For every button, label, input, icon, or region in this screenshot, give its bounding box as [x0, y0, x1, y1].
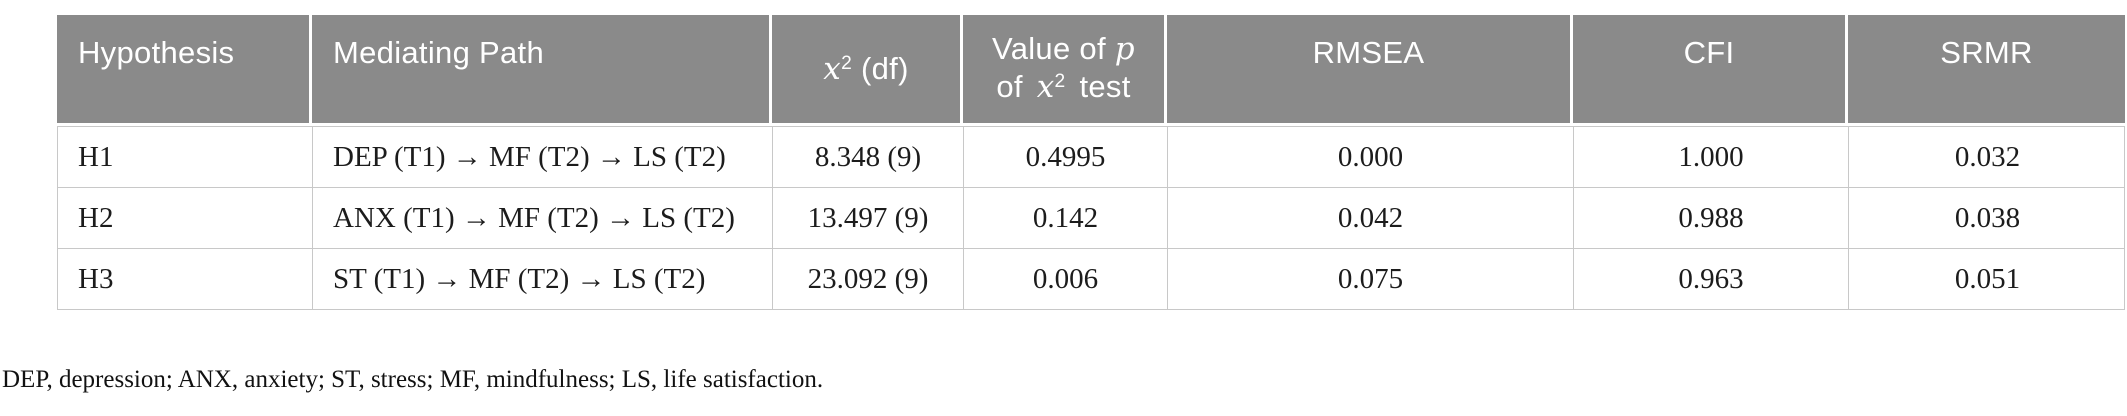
model-fit-table: Hypothesis Mediating Path x2 (df) Value …: [57, 15, 2125, 310]
column-header-hypothesis-label: Hypothesis: [78, 35, 235, 70]
table-row-h2: H2 ANX (T1) → MF (T2) → LS (T2) 13.497 (…: [58, 188, 2124, 249]
cell-hypothesis: H1: [58, 127, 313, 187]
chi-square-df-label: x2 (df): [823, 51, 909, 87]
cell-cfi: 0.988: [1574, 188, 1849, 248]
column-header-rmsea: RMSEA: [1167, 15, 1573, 123]
p-value-label-line2: of x2 test: [996, 69, 1131, 105]
cell-p-value: 0.006: [964, 249, 1168, 309]
cell-srmr: 0.032: [1954, 140, 2021, 173]
column-header-srmr: SRMR: [1848, 15, 2125, 123]
column-header-chi-square-df: x2 (df): [772, 15, 963, 123]
cell-cfi: 1.000: [1574, 127, 1849, 187]
table-body: H1 DEP (T1) → MF (T2) → LS (T2) 8.348 (9…: [57, 126, 2125, 310]
table-header-row: Hypothesis Mediating Path x2 (df) Value …: [57, 15, 2125, 123]
cell-rmsea: 0.042: [1168, 188, 1574, 248]
table-footnote: DEP, depression; ANX, anxiety; ST, stres…: [2, 366, 824, 393]
cell-mediating-path: ANX (T1) → MF (T2) → LS (T2): [313, 188, 773, 248]
cell-chi-square-df: 8.348 (9): [773, 127, 964, 187]
cell-chi-square-df: 13.497 (9): [773, 188, 964, 248]
cell-srmr: 0.038: [1954, 201, 2021, 234]
cell-mediating-path: DEP (T1) → MF (T2) → LS (T2): [313, 127, 773, 187]
table-row-h1: H1 DEP (T1) → MF (T2) → LS (T2) 8.348 (9…: [58, 127, 2124, 188]
cell-mediating-path: ST (T1) → MF (T2) → LS (T2): [313, 249, 773, 309]
column-header-srmr-label: SRMR: [1940, 35, 2033, 70]
column-header-p-value: Value of p of x2 test: [963, 15, 1167, 123]
cell-hypothesis: H3: [58, 249, 313, 309]
column-header-mediating-path: Mediating Path: [312, 15, 772, 123]
cell-rmsea: 0.000: [1168, 127, 1574, 187]
column-header-rmsea-label: RMSEA: [1312, 35, 1425, 70]
column-header-cfi-label: CFI: [1683, 35, 1735, 70]
cell-cfi: 0.963: [1574, 249, 1849, 309]
column-header-mediating-path-label: Mediating Path: [333, 35, 544, 70]
table-row-h3: H3 ST (T1) → MF (T2) → LS (T2) 23.092 (9…: [58, 249, 2124, 309]
cell-rmsea: 0.075: [1168, 249, 1574, 309]
p-value-label-line1: Value of p: [992, 31, 1135, 67]
cell-chi-square-df: 23.092 (9): [773, 249, 964, 309]
cell-hypothesis: H2: [58, 188, 313, 248]
cell-p-value: 0.142: [964, 188, 1168, 248]
column-header-hypothesis: Hypothesis: [57, 15, 312, 123]
cell-p-value: 0.4995: [964, 127, 1168, 187]
column-header-cfi: CFI: [1573, 15, 1848, 123]
cell-srmr: 0.051: [1954, 262, 2021, 295]
